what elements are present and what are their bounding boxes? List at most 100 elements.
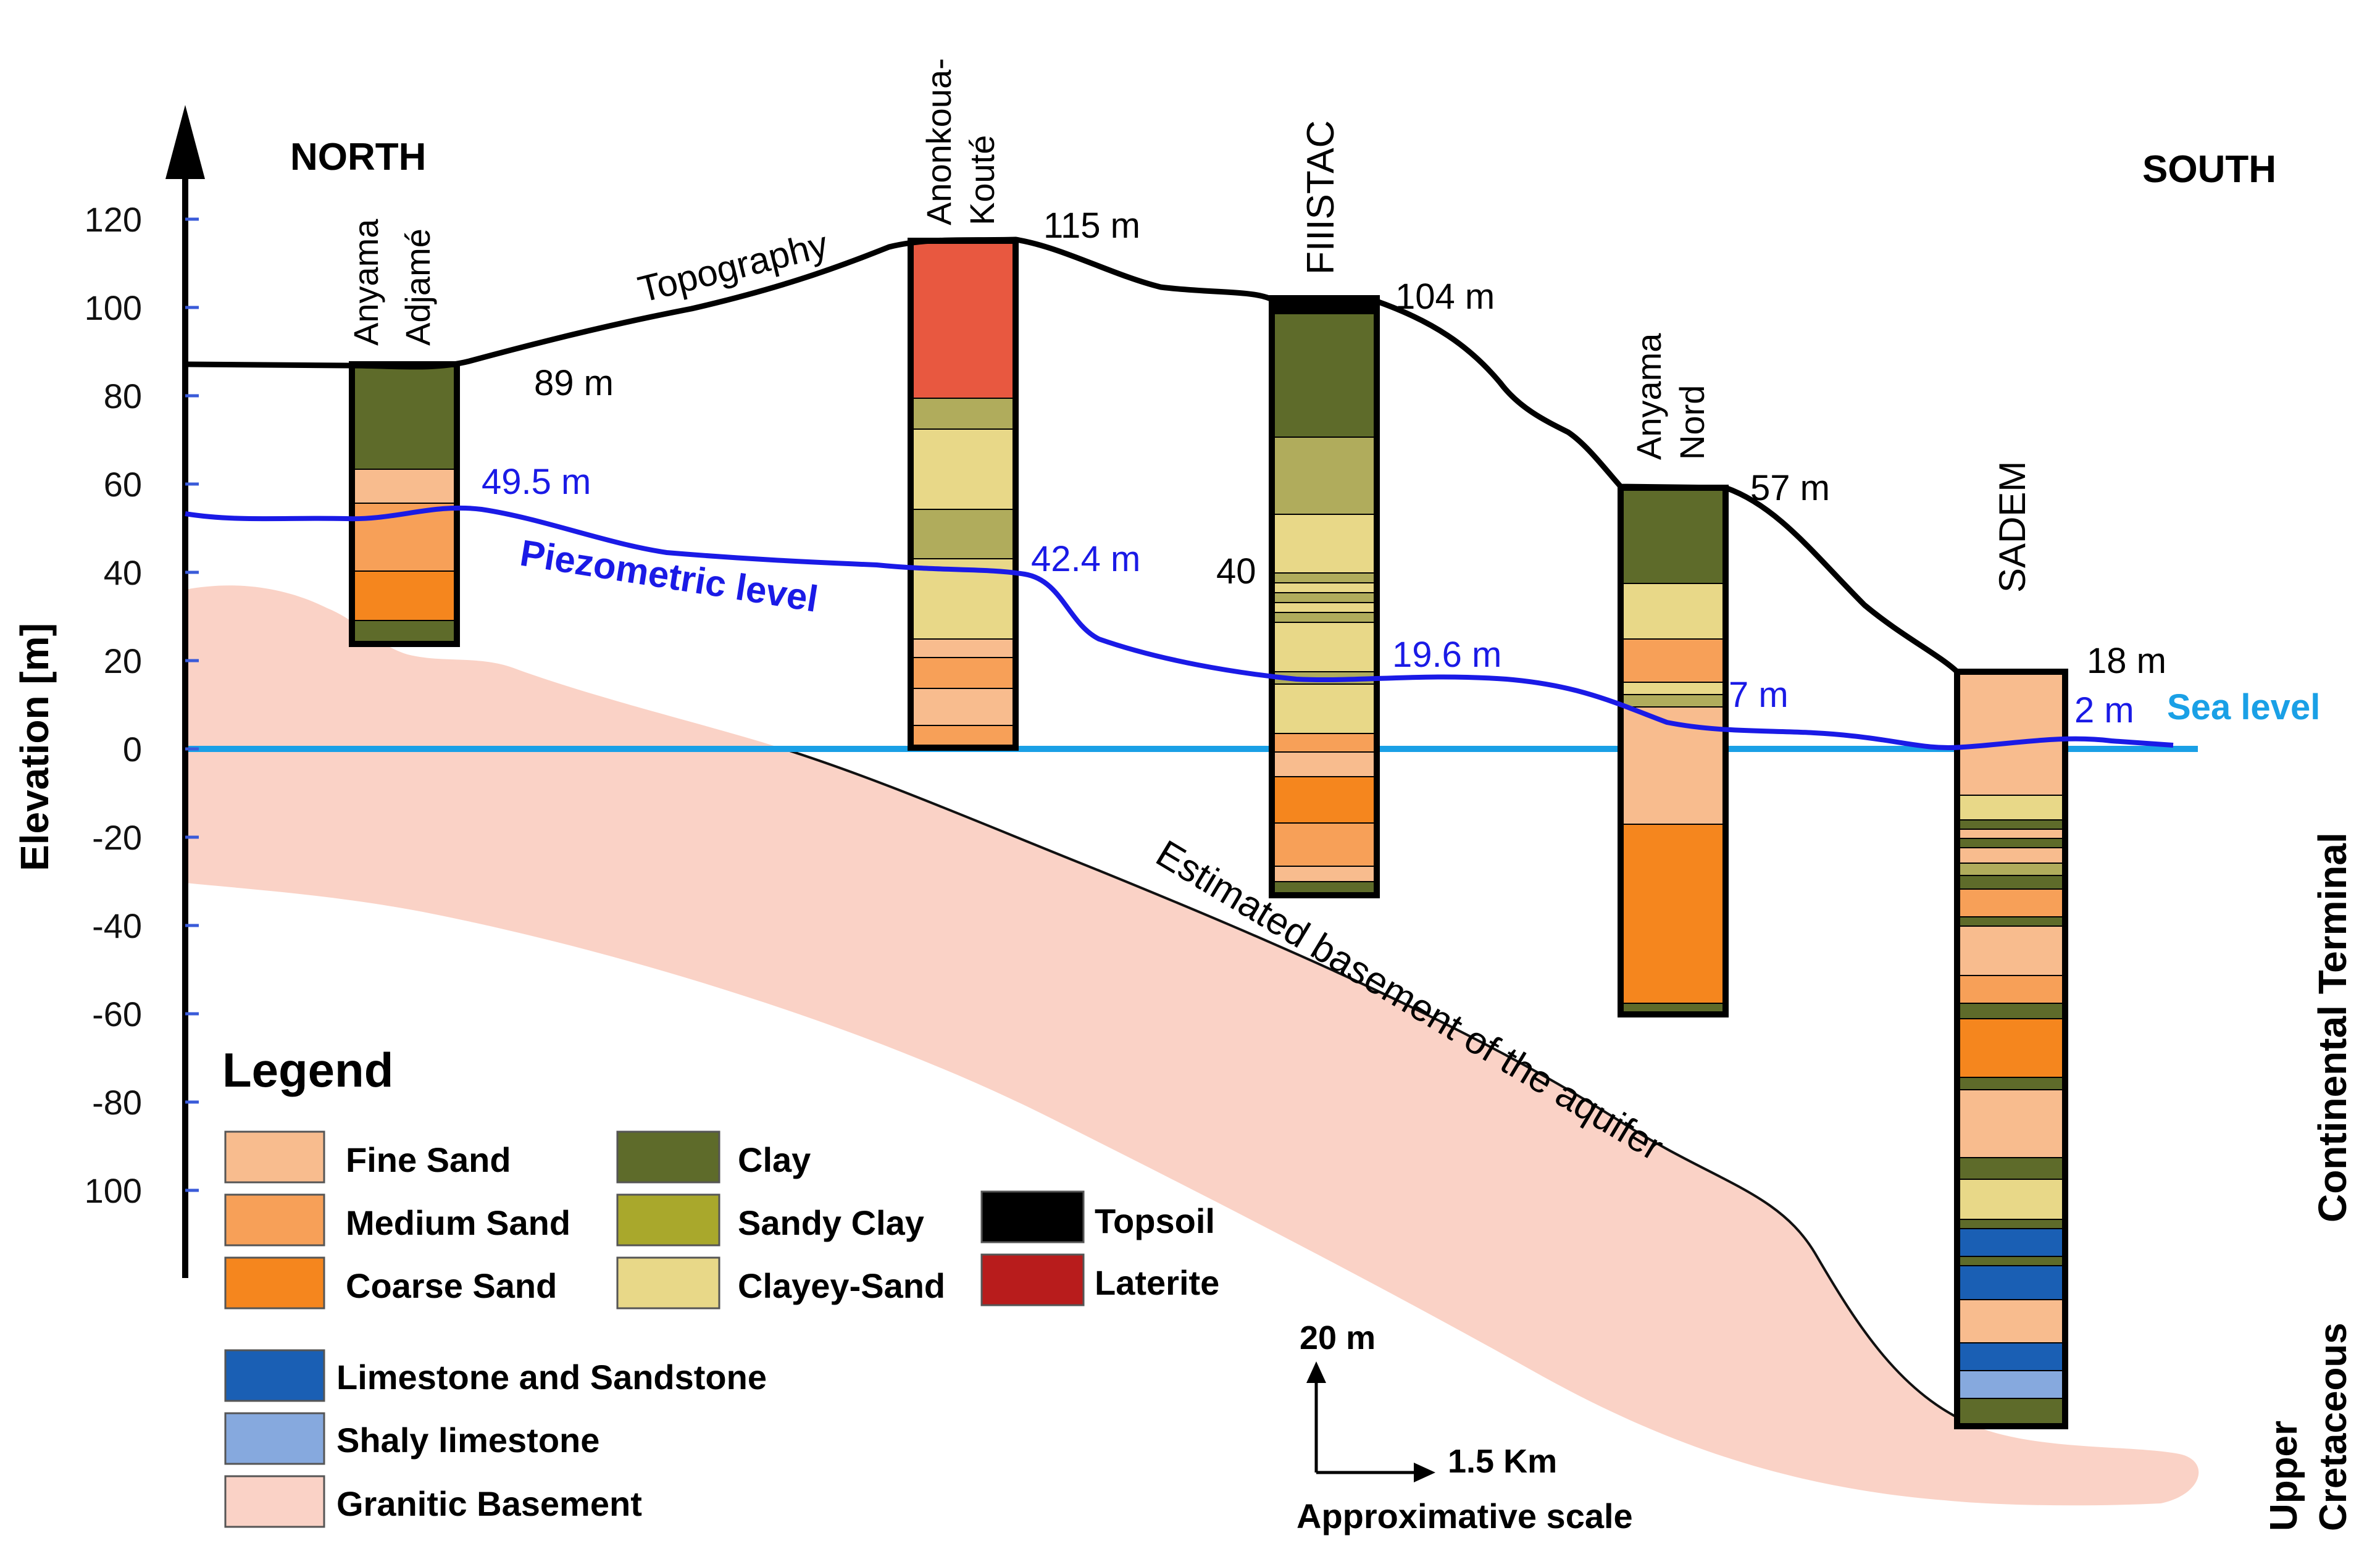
y-tick-label: -60 xyxy=(92,995,142,1034)
layer-stripe xyxy=(1271,602,1377,613)
layer-stripe xyxy=(1620,694,1726,708)
layer-stripe xyxy=(1271,572,1377,583)
upper-cretaceous-label-2: Cretaceous xyxy=(2312,1322,2355,1531)
legend-swatch-shaly-limestone xyxy=(224,1412,325,1465)
y-axis-arrow xyxy=(165,105,205,179)
well-sadem-elevation: 18 m xyxy=(2087,641,2166,681)
sea-level-label: Sea level xyxy=(2167,687,2320,727)
layer-laterite xyxy=(910,240,1016,399)
layer-limestone-sandstone xyxy=(1956,1228,2066,1257)
north-label: NORTH xyxy=(290,136,426,178)
y-tick-label: -40 xyxy=(92,906,142,945)
layer-limestone-sandstone-2 xyxy=(1956,1265,2066,1300)
legend-title: Legend xyxy=(222,1043,393,1097)
layer-stripe xyxy=(1956,863,2066,876)
layer-medium-sand-2 xyxy=(1956,975,2066,1004)
well-adjame-name-1: Anyama xyxy=(346,219,385,346)
y-axis-ticks: 120 100 80 60 40 20 0 -20 -40 -60 -80 100 xyxy=(85,200,199,1210)
y-axis-label: Elevation [m] xyxy=(12,623,57,871)
legend-swatch-clay xyxy=(616,1130,720,1184)
y-tick-label: 40 xyxy=(104,553,142,592)
continental-terminal-label: Continental Terminal xyxy=(2310,832,2355,1222)
upper-cretaceous-label-1: Upper xyxy=(2263,1421,2305,1531)
y-tick-label: 120 xyxy=(85,200,142,239)
layer-clay xyxy=(1271,313,1377,438)
layer-shaly-limestone xyxy=(1956,1370,2066,1399)
well-nord-name-2: Nord xyxy=(1672,385,1711,460)
scale-horizontal-arrowhead xyxy=(1414,1463,1435,1482)
layer-fine-sand-2 xyxy=(1956,925,2066,976)
layer-stripe xyxy=(1271,612,1377,623)
y-tick-label: 0 xyxy=(123,730,142,769)
scale-vertical-label: 20 m xyxy=(1300,1319,1376,1356)
layer-clayey-sand xyxy=(1271,514,1377,574)
layer-coarse-sand xyxy=(1620,824,1726,1004)
y-tick-label: -80 xyxy=(92,1083,142,1122)
well-koute-elevation: 115 m xyxy=(1043,206,1140,246)
layer-fine-sand-2 xyxy=(1271,866,1377,882)
layer-stripe xyxy=(1956,829,2066,839)
basement-boundary-line xyxy=(777,746,1976,1427)
well-nord-piezo: 7 m xyxy=(1729,675,1789,715)
legend-swatch-topsoil xyxy=(980,1190,1085,1243)
layer-sandy-clay-2 xyxy=(910,509,1016,559)
layer-stripe xyxy=(1956,1219,2066,1229)
layer-fine-sand xyxy=(351,469,457,504)
well-sadem-name: SADEM xyxy=(1992,461,2033,593)
legend-swatch-clayey-sand xyxy=(616,1256,720,1310)
layer-stripe xyxy=(1956,1003,2066,1019)
layer-stripe xyxy=(1620,682,1726,695)
layer-coarse-sand xyxy=(1271,776,1377,824)
south-label: SOUTH xyxy=(2142,148,2276,191)
legend-label-sandy-clay: Sandy Clay xyxy=(738,1203,924,1242)
well-anyama-nord-column xyxy=(1620,487,1726,1015)
approximative-scale: 20 m 1.5 Km Approximative scale xyxy=(1296,1319,1633,1535)
layer-clay-bottom xyxy=(1956,1398,2066,1427)
layer-limestone-sandstone-3 xyxy=(1956,1342,2066,1371)
layer-stripe xyxy=(1956,847,2066,864)
legend-label-shaly-limestone: Shaly limestone xyxy=(336,1421,599,1460)
layer-medium-sand xyxy=(910,657,1016,689)
y-tick-label: 80 xyxy=(104,377,142,416)
legend-swatch-coarse-sand xyxy=(224,1256,325,1310)
y-tick-label: 100 xyxy=(85,1171,142,1210)
layer-medium-sand-2 xyxy=(1271,822,1377,867)
layer-sandy-clay xyxy=(910,398,1016,430)
legend-label-clay: Clay xyxy=(738,1140,811,1179)
legend-label-topsoil: Topsoil xyxy=(1095,1201,1215,1240)
well-nord-name-1: Anyama xyxy=(1629,333,1668,460)
layer-clayey-sand xyxy=(910,428,1016,510)
legend-label-coarse-sand: Coarse Sand xyxy=(346,1266,557,1305)
layer-fine-sand xyxy=(910,638,1016,658)
layer-medium-sand-2 xyxy=(910,725,1016,748)
y-tick-label: -20 xyxy=(92,818,142,857)
layer-clay-bottom xyxy=(351,620,457,645)
well-anonkoua-koute-column xyxy=(910,240,1016,748)
legend-label-limestone-sandstone: Limestone and Sandstone xyxy=(336,1358,767,1397)
legend-label-medium-sand: Medium Sand xyxy=(346,1203,570,1242)
layer-clay xyxy=(1956,1157,2066,1180)
piezometric-line xyxy=(185,505,2174,750)
layer-sandy-clay xyxy=(1271,437,1377,515)
well-sadem-piezo: 2 m xyxy=(2074,690,2134,730)
legend: Legend Fine Sand Medium Sand Coarse Sand… xyxy=(222,1043,1219,1528)
legend-label-granitic-basement: Granitic Basement xyxy=(336,1484,642,1523)
layer-medium-sand xyxy=(1620,638,1726,683)
scale-caption: Approximative scale xyxy=(1296,1497,1633,1535)
fiiistac-40-label: 40 xyxy=(1216,551,1256,591)
legend-swatch-sandy-clay xyxy=(616,1193,720,1247)
layer-stripe xyxy=(1956,838,2066,848)
well-fiiistac-column xyxy=(1271,298,1377,896)
well-fiiistac-piezo: 19.6 m xyxy=(1392,635,1501,675)
well-nord-elevation: 57 m xyxy=(1750,468,1830,508)
well-koute-piezo: 42.4 m xyxy=(1031,539,1140,579)
layer-medium-sand xyxy=(1956,888,2066,917)
layer-coarse-sand xyxy=(1956,1018,2066,1078)
layer-fine-sand xyxy=(1956,671,2066,796)
layer-fine-sand-4 xyxy=(1956,1299,2066,1343)
y-tick-label: 60 xyxy=(104,465,142,504)
layer-stripe xyxy=(1271,582,1377,593)
layer-medium-sand xyxy=(1271,733,1377,753)
layer-clayey-sand-3 xyxy=(1271,683,1377,734)
topography-line xyxy=(185,236,2065,675)
